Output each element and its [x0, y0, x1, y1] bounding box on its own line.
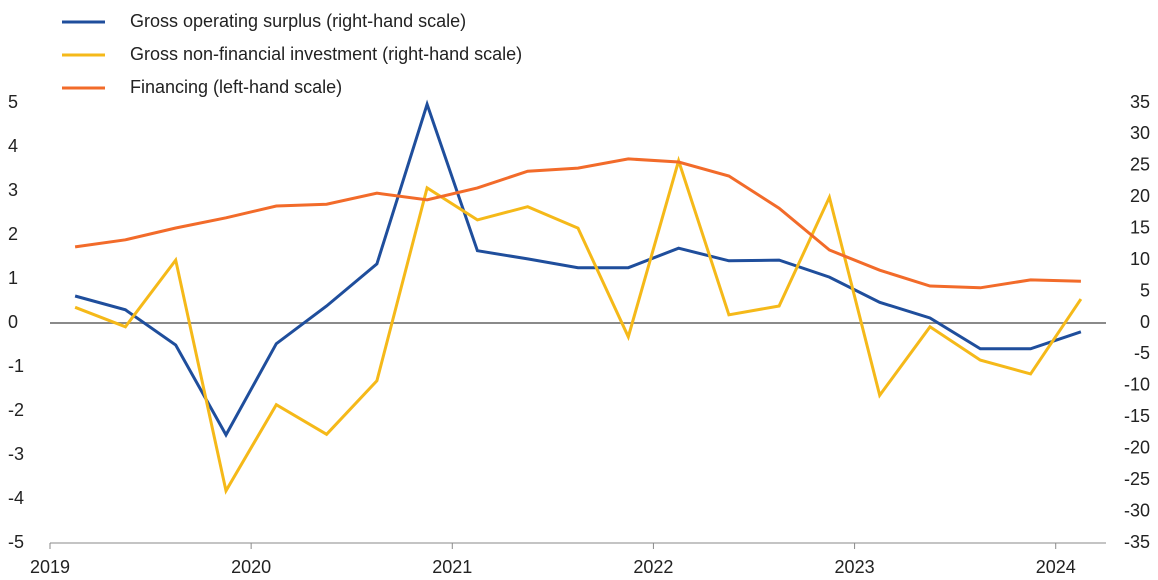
y2-tick-label: 35 [1130, 92, 1150, 112]
y-tick-label: 4 [8, 136, 18, 156]
y-tick-label: 2 [8, 224, 18, 244]
y-tick-label: 3 [8, 180, 18, 200]
x-tick-label: 2021 [432, 557, 472, 577]
y2-tick-label: -35 [1124, 532, 1150, 552]
y2-tick-label: -25 [1124, 469, 1150, 489]
y2-tick-label: 20 [1130, 186, 1150, 206]
y2-tick-label: 0 [1140, 312, 1150, 332]
y2-tick-label: -20 [1124, 437, 1150, 457]
series-line [74, 99, 1082, 438]
y-tick-label: -2 [8, 400, 24, 420]
y2-tick-label: 5 [1140, 280, 1150, 300]
x-tick-label: 2022 [633, 557, 673, 577]
y2-tick-label: -30 [1124, 500, 1150, 520]
y-tick-label: 0 [8, 312, 18, 332]
y-tick-label: -1 [8, 356, 24, 376]
y2-tick-label: 25 [1130, 155, 1150, 175]
series-line [74, 155, 1083, 495]
y2-tick-label: -15 [1124, 406, 1150, 426]
y-tick-label: 1 [8, 268, 18, 288]
y-tick-label: 5 [8, 92, 18, 112]
y2-tick-label: -5 [1134, 343, 1150, 363]
y2-tick-label: 10 [1130, 249, 1150, 269]
legend-label: Gross operating surplus (right-hand scal… [130, 11, 466, 31]
y2-tick-label: 15 [1130, 217, 1150, 237]
y2-tick-label: -10 [1124, 375, 1150, 395]
x-tick-label: 2024 [1036, 557, 1076, 577]
legend-label: Gross non-financial investment (right-ha… [130, 44, 522, 64]
x-tick-label: 2019 [30, 557, 70, 577]
x-tick-label: 2020 [231, 557, 271, 577]
x-tick-label: 2023 [835, 557, 875, 577]
series-line [74, 157, 1081, 290]
y-tick-label: -4 [8, 488, 24, 508]
legend-label: Financing (left-hand scale) [130, 77, 342, 97]
y-tick-label: -5 [8, 532, 24, 552]
y2-tick-label: 30 [1130, 123, 1150, 143]
y-tick-label: -3 [8, 444, 24, 464]
